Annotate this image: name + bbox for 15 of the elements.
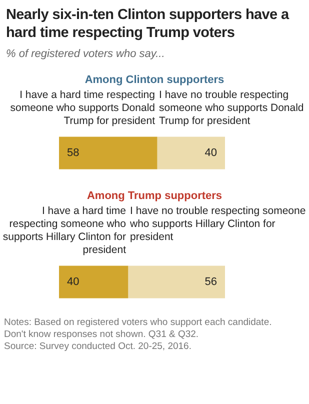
series-label: I have a hard time respecting someone who supports Hillary Clinton for president [2,205,127,257]
text: Notes: Based on registered voters who support each candidate. [4,317,273,329]
series-label: I have no trouble respecting someone who supports Donald Trump for president [158,89,305,128]
legend-title: Among Clinton supporters [84,74,226,86]
chart-subtitle: % of registered voters who say... [5,47,166,62]
data-label: 56 [204,276,217,288]
text: I have no trouble respecting someone who supports Hillary Clinton for president [129,205,307,245]
legend-title: Among Trump supporters [86,190,224,202]
data-label: 40 [204,147,217,160]
data-label: 40 [67,276,80,288]
text: Don't know responses not shown. Q31 & Q32. [4,329,200,341]
source-note: Source: Survey conducted Oct. 20-25, 2016. [4,341,192,353]
chart-title: Nearly six-in-ten Clinton supporters have a hard time respecting Trump voters [5,6,290,42]
data-label: 58 [67,147,80,160]
series-label: I have a hard time respecting someone who supports Donald Trump for president [9,89,156,128]
